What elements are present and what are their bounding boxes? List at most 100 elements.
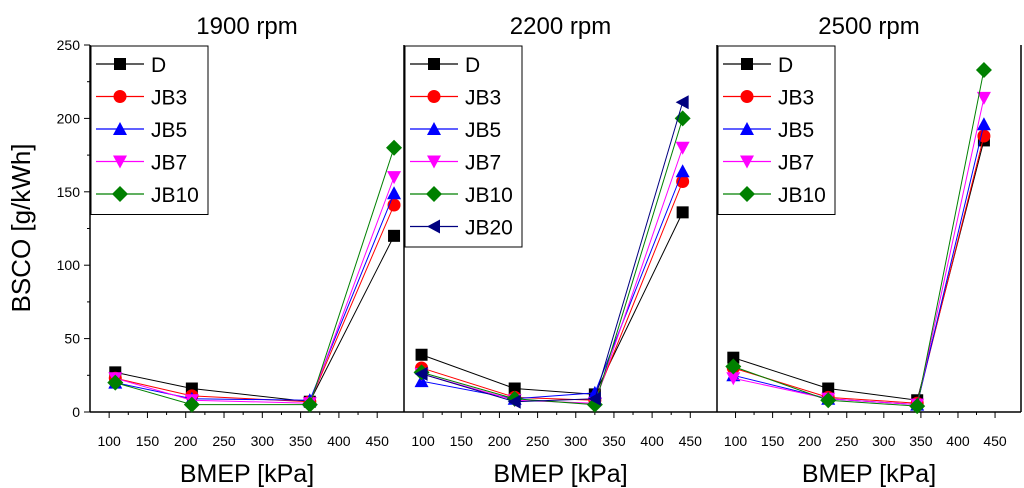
series-line (421, 212, 684, 395)
panels: 1900 rpm BMEP [kPa] 100 150 200 250 300 350 400 4… (57, 13, 1022, 488)
legend-marker (426, 186, 442, 202)
legend-marker (427, 219, 440, 234)
legend-label: JB10 (151, 184, 199, 207)
legend-marker (427, 155, 441, 169)
x-tick-label: 150 (136, 433, 160, 449)
data-point (587, 391, 601, 406)
x-tick-label: 200 (488, 433, 512, 449)
series-line (421, 181, 684, 401)
legend-entry-jb7: JB7 (723, 152, 814, 175)
legend-box (717, 45, 836, 215)
x-tick-label: 250 (835, 433, 859, 449)
legend-entry-jb7: JB7 (410, 152, 501, 175)
legend-entry-d: D (410, 54, 480, 77)
data-point (726, 372, 741, 386)
x-tick-label: 100 (97, 433, 121, 449)
data-point (820, 392, 837, 409)
legend-marker (112, 186, 128, 202)
panel-1900-rpm: 1900 rpm BMEP [kPa] 100 150 200 250 300 350 400 4… (57, 13, 404, 488)
x-tick-label: 450 (983, 433, 1007, 449)
legend-entry-jb3: JB3 (723, 87, 814, 110)
y-tick-label: 0 (72, 404, 80, 420)
data-point (675, 164, 690, 178)
legend-label: JB7 (465, 152, 501, 175)
data-point (507, 394, 521, 409)
data-point (674, 110, 691, 127)
legend-label: JB7 (778, 152, 814, 175)
legend-marker (740, 155, 754, 169)
data-point (301, 396, 318, 413)
y-tick-label: 50 (64, 331, 80, 347)
legend-box (404, 45, 523, 248)
series-line (733, 97, 985, 406)
series-line (733, 135, 985, 404)
x-tick-label: 100 (724, 433, 748, 449)
legend-label: JB3 (151, 87, 187, 110)
legend-label: JB5 (151, 119, 187, 142)
x-axis-label: BMEP [kPa] (493, 460, 627, 488)
data-point (387, 186, 402, 200)
x-tick-label: 350 (909, 433, 933, 449)
data-point (388, 229, 401, 242)
series-line (115, 193, 395, 401)
y-tick-label: 200 (57, 110, 81, 126)
x-axis-label: BMEP [kPa] (802, 460, 936, 488)
x-tick-label: 200 (174, 433, 198, 449)
series-jb5 (108, 186, 402, 407)
legend-entry-jb10: JB10 (410, 184, 513, 207)
y-tick-label: 150 (57, 184, 81, 200)
legend-box (90, 45, 209, 215)
legend-label: D (778, 54, 793, 77)
data-point (822, 382, 835, 395)
legend: D JB3 JB5 JB7 JB10 (717, 45, 836, 215)
series-jb20 (414, 95, 689, 409)
x-tick-label: 150 (450, 433, 474, 449)
x-tick-label: 350 (289, 433, 313, 449)
x-tick-label: 450 (366, 433, 390, 449)
x-tick-label: 100 (411, 433, 435, 449)
panel-title: 2500 rpm (818, 13, 919, 40)
legend-marker (739, 186, 755, 202)
legend-entry-jb5: JB5 (723, 119, 814, 142)
series-line (115, 176, 395, 404)
legend-label: D (151, 54, 166, 77)
legend-entry-jb5: JB5 (96, 119, 187, 142)
data-point (909, 398, 926, 415)
panel-2200-rpm: 2200 rpm BMEP [kPa] 100 150 200 250 300 350 400 4… (403, 13, 717, 488)
legend-label: JB5 (778, 119, 814, 142)
series-jb3 (108, 198, 401, 409)
series-line (421, 171, 684, 400)
x-tick-label: 150 (761, 433, 785, 449)
data-point (415, 348, 428, 361)
data-point (387, 171, 402, 185)
x-tick-label: 450 (679, 433, 703, 449)
data-point (975, 61, 992, 78)
series-jb10 (725, 61, 992, 415)
legend-entry-jb3: JB3 (96, 87, 187, 110)
legend-marker (114, 58, 126, 70)
legend-entry-jb10: JB10 (723, 184, 826, 207)
data-point (976, 117, 991, 131)
y-tick-label: 250 (57, 37, 81, 53)
legend-label: JB20 (465, 217, 513, 240)
data-point (676, 206, 689, 219)
x-tick-label: 300 (564, 433, 588, 449)
legend-marker (113, 122, 127, 135)
series-line (115, 235, 395, 403)
legend-entry-jb10: JB10 (96, 184, 199, 207)
legend-label: JB3 (465, 87, 501, 110)
series-line (733, 69, 985, 407)
legend-entry-jb5: JB5 (410, 119, 501, 142)
series-line (115, 204, 395, 403)
series-line (421, 102, 684, 403)
data-point (675, 141, 690, 155)
series-jb10 (107, 139, 403, 413)
data-point (977, 129, 991, 143)
legend: D JB3 JB5 JB7 JB10 (90, 45, 209, 215)
series-line (115, 147, 395, 406)
legend-marker (427, 90, 441, 103)
legend-label: JB10 (778, 184, 826, 207)
legend-marker (741, 58, 753, 70)
data-point (976, 91, 991, 105)
